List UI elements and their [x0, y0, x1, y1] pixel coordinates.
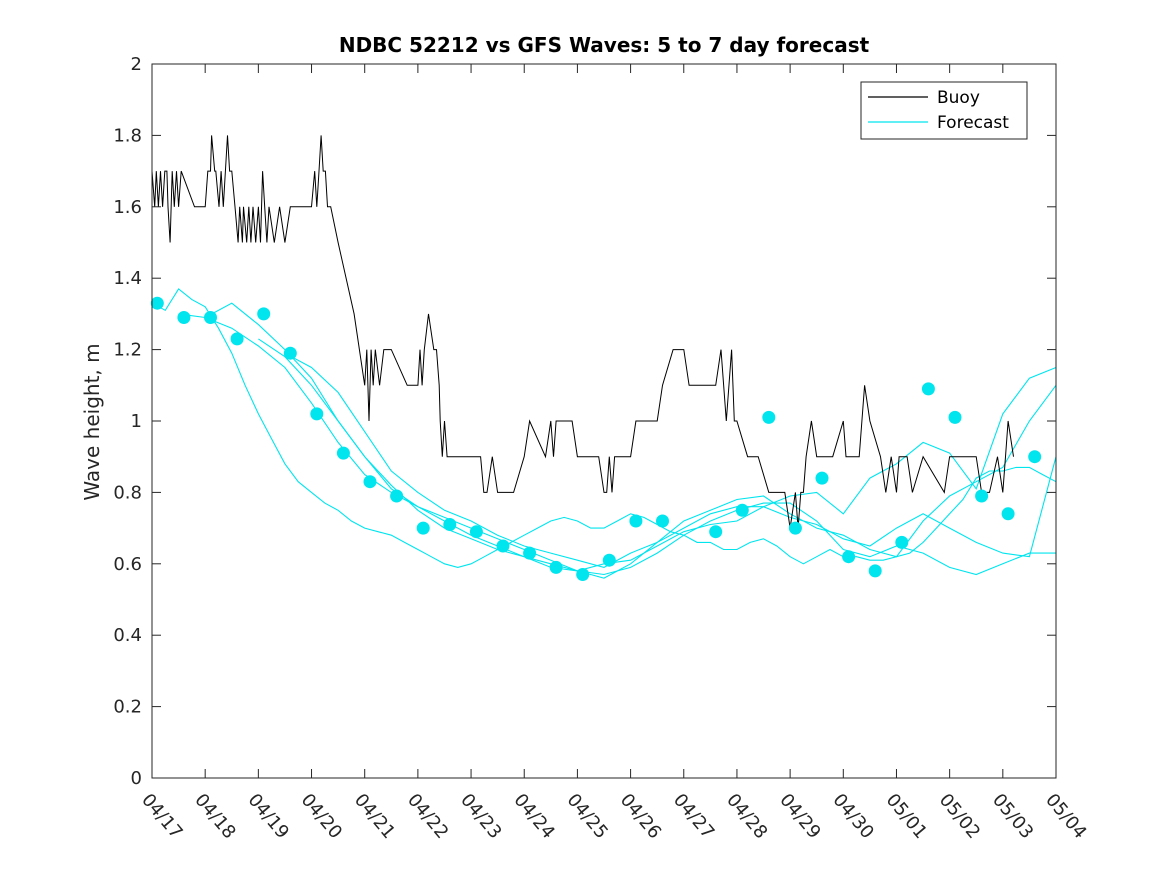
forecast-marker	[788, 521, 802, 535]
y-tick-label: 0	[131, 768, 142, 789]
forecast-marker	[390, 489, 404, 503]
forecast-marker	[842, 550, 856, 564]
forecast-marker	[150, 296, 164, 310]
legend: Buoy Forecast	[860, 81, 1028, 140]
plot-background	[152, 64, 1056, 778]
forecast-marker	[948, 410, 962, 424]
y-tick-label: 1.4	[113, 268, 142, 289]
forecast-marker	[416, 521, 430, 535]
forecast-marker	[177, 311, 191, 324]
y-tick-label: 0.4	[113, 625, 142, 646]
y-axis-label: Wave height, m	[80, 343, 104, 500]
y-tick-label: 0.2	[113, 697, 142, 718]
forecast-marker	[283, 346, 297, 360]
y-tick-label: 1.8	[113, 125, 142, 146]
legend-label-buoy: Buoy	[937, 88, 980, 108]
forecast-marker	[204, 311, 217, 324]
forecast-marker	[735, 503, 749, 517]
y-tick-label: 0.8	[113, 482, 142, 503]
chart-title: NDBC 52212 vs GFS Waves: 5 to 7 day fore…	[339, 33, 870, 57]
y-tick-label: 1.6	[113, 197, 142, 218]
y-tick-label: 1.2	[113, 340, 142, 361]
y-tick-label: 0.6	[113, 554, 142, 575]
forecast-marker	[336, 446, 350, 460]
y-tick-label: 1	[131, 411, 142, 432]
forecast-line-4	[258, 338, 1057, 572]
forecast-marker	[523, 546, 537, 560]
series-layer	[150, 135, 1057, 581]
forecast-marker	[496, 539, 510, 553]
forecast-marker	[975, 489, 989, 503]
forecast-marker	[257, 307, 271, 321]
forecast-marker	[469, 525, 483, 539]
forecast-marker	[629, 514, 643, 528]
forecast-marker	[576, 568, 590, 581]
forecast-marker	[310, 407, 324, 421]
forecast-marker	[895, 535, 909, 549]
plot-area	[150, 63, 1057, 779]
forecast-marker	[363, 475, 377, 489]
forecast-marker	[656, 514, 669, 528]
forecast-line-5	[284, 352, 1057, 568]
legend-label-forecast: Forecast	[937, 113, 1009, 133]
forecast-marker	[1028, 450, 1042, 464]
forecast-marker	[921, 382, 935, 396]
forecast-marker	[443, 518, 457, 531]
forecast-marker	[762, 410, 776, 424]
legend-box	[860, 81, 1028, 140]
forecast-marker	[709, 525, 723, 539]
forecast-marker	[815, 471, 829, 485]
forecast-marker	[868, 564, 882, 578]
y-axis: 0 0.2 0.4 0.6 0.8 1 1.2 1.4 1.6 1.8 2	[113, 54, 1056, 789]
forecast-line-1	[151, 288, 1057, 568]
y-tick-label: 2	[131, 54, 142, 75]
forecast-marker	[602, 553, 616, 567]
forecast-marker	[230, 332, 244, 346]
buoy-line	[151, 135, 1014, 529]
forecast-marker	[549, 560, 563, 574]
forecast-marker	[1001, 507, 1015, 521]
